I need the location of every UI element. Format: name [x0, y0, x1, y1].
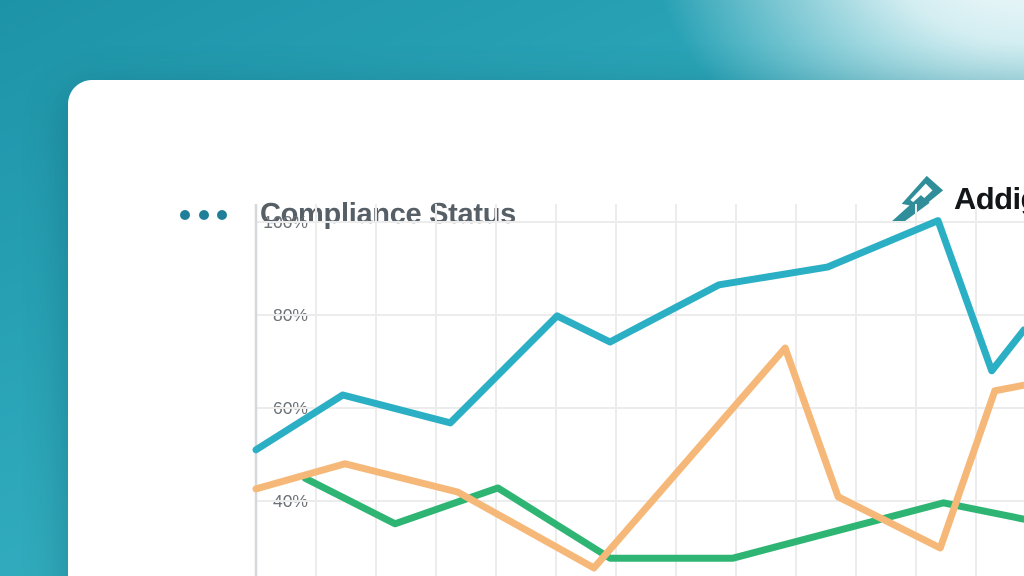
- card-title: Compliance Status: [260, 198, 516, 230]
- series-green-line: [301, 474, 1024, 562]
- menu-dot: [180, 209, 190, 220]
- addigy-logo: Addigy: [890, 172, 1024, 226]
- card-header: Compliance Status: [180, 198, 516, 231]
- series-orange-line: [252, 344, 1024, 572]
- addigy-logo-icon: [892, 175, 944, 223]
- addigy-logo-text: Addigy: [954, 181, 1024, 216]
- card-menu-dots[interactable]: [180, 209, 227, 220]
- menu-dot: [217, 209, 227, 220]
- series-teal-line: [252, 217, 1024, 454]
- menu-dot: [198, 209, 209, 220]
- compliance-status-card: Compliance Status Addigy 100%80%60%40%: [68, 80, 1024, 576]
